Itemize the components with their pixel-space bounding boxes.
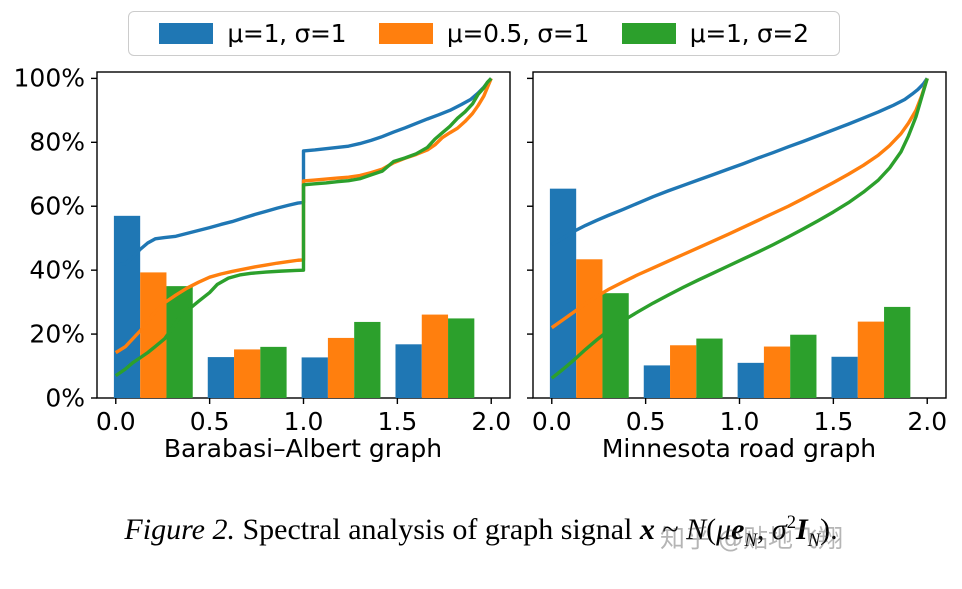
x-tick-label: 1.5 — [377, 407, 418, 436]
bar — [448, 318, 475, 398]
bar — [790, 334, 817, 398]
bar — [857, 321, 885, 398]
line-series — [550, 77, 929, 380]
line-series — [550, 77, 929, 330]
caption-tilde: ~ — [662, 513, 679, 546]
bar — [763, 346, 791, 398]
caption-sup-2: 2 — [786, 512, 796, 533]
legend-label-2: μ=1, σ=2 — [689, 19, 809, 48]
bar — [140, 272, 167, 398]
caption-e-vector: e — [731, 513, 745, 546]
bar — [576, 259, 603, 398]
bar — [395, 344, 422, 398]
caption-sigma: σ — [771, 513, 787, 546]
bar — [884, 306, 911, 398]
line-series — [115, 77, 493, 268]
bar — [301, 357, 328, 398]
plot-area-left — [91, 71, 511, 404]
caption-sub-n-2: N — [807, 530, 821, 551]
y-tick-label: 60% — [29, 191, 85, 221]
caption-dist-symbol: N — [686, 513, 707, 546]
line-series — [114, 77, 493, 355]
legend-entry-0: μ=1, σ=1 — [159, 19, 347, 48]
bar — [831, 356, 858, 398]
x-tick-label: 2.0 — [907, 407, 948, 436]
subplot-barabasi-albert — [91, 71, 511, 404]
bar — [670, 345, 697, 398]
bar — [327, 337, 355, 398]
x-tick-label: 0.0 — [531, 407, 572, 436]
xlabel-left: Barabasi–Albert graph — [163, 434, 443, 463]
line-series — [114, 77, 493, 378]
legend-swatch-green — [621, 23, 676, 44]
caption-figure-number: Figure 2. — [124, 513, 235, 546]
legend-label-1: μ=0.5, σ=1 — [446, 19, 590, 48]
caption-comma: , — [756, 513, 765, 546]
plot-area-right — [527, 71, 947, 404]
bar — [421, 314, 449, 398]
xlabel-right: Minnesota road graph — [601, 434, 877, 463]
caption-paren-open: ( — [706, 513, 717, 546]
caption-mu: μ — [716, 513, 732, 546]
bar — [260, 346, 287, 398]
bar — [737, 362, 764, 398]
bar — [207, 357, 235, 398]
x-tick-label: 0.0 — [95, 407, 136, 436]
y-tick-label: 100% — [13, 63, 85, 93]
bar — [643, 365, 671, 398]
x-tick-label: 2.0 — [471, 407, 512, 436]
caption-math-x: x — [639, 513, 655, 546]
figure-caption: Figure 2. Spectral analysis of graph sig… — [0, 512, 962, 552]
caption-body: Spectral analysis of graph signal — [242, 513, 633, 546]
bar — [602, 293, 629, 398]
x-tick-label: 1.5 — [813, 407, 854, 436]
chart-legend: μ=1, σ=1 μ=0.5, σ=1 μ=1, σ=2 — [128, 11, 840, 56]
line-series — [550, 77, 929, 247]
y-tick-label: 20% — [29, 319, 85, 349]
x-tick-label: 1.0 — [719, 407, 760, 436]
caption-paren-close: ). — [820, 513, 838, 546]
subplot-minnesota-road — [527, 71, 947, 404]
x-tick-label: 1.0 — [283, 407, 324, 436]
y-tick-label: 40% — [29, 255, 85, 285]
legend-entry-1: μ=0.5, σ=1 — [378, 19, 590, 48]
bar — [696, 338, 723, 398]
bar — [549, 188, 577, 398]
caption-identity: I — [796, 513, 808, 546]
x-tick-label: 0.5 — [625, 407, 666, 436]
legend-swatch-blue — [159, 23, 214, 44]
caption-sub-n-1: N — [744, 530, 757, 551]
legend-label-0: μ=1, σ=1 — [227, 19, 347, 48]
legend-entry-2: μ=1, σ=2 — [621, 19, 809, 48]
y-tick-label: 80% — [29, 127, 85, 157]
bar — [234, 349, 261, 398]
bar — [354, 321, 381, 398]
y-tick-label: 0% — [45, 383, 85, 413]
bar — [166, 286, 193, 398]
x-tick-label: 0.5 — [189, 407, 230, 436]
legend-swatch-orange — [378, 23, 433, 44]
bar — [113, 215, 141, 398]
